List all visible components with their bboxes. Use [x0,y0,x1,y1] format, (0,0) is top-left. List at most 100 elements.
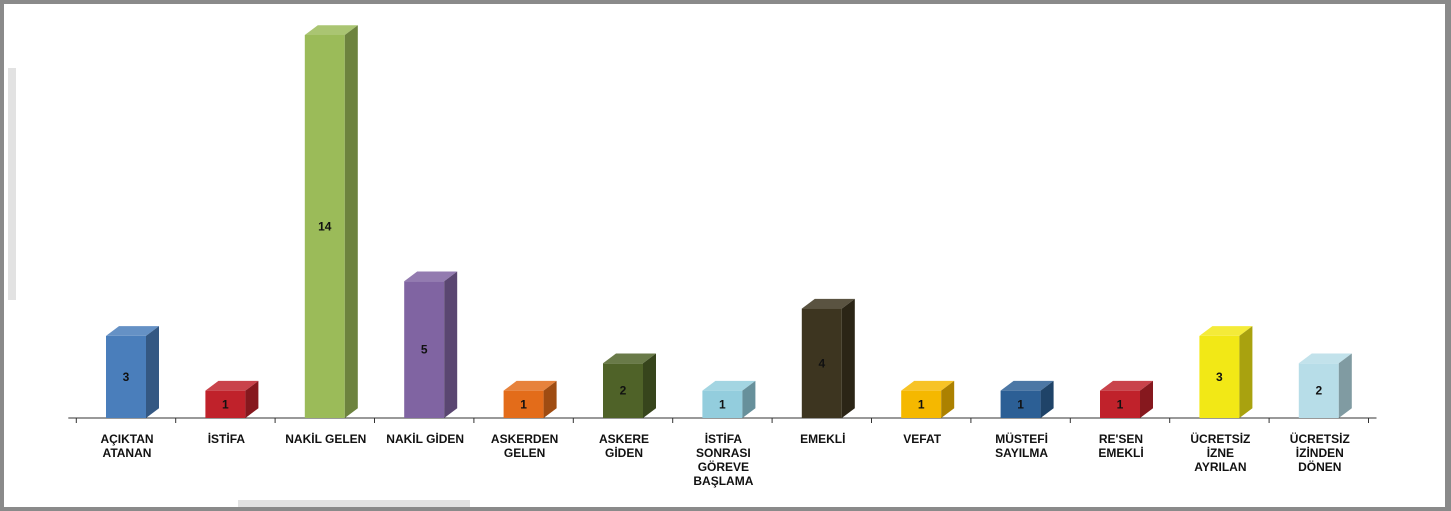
bar-top [404,271,458,282]
bar-front [901,390,942,418]
category-label: ASKERE GİDEN [599,432,649,460]
bar-front [106,335,146,418]
bar-front [304,35,345,418]
category-label-line: İSTİFA [705,431,743,446]
category-label: NAKİL GİDEN [386,431,464,446]
bar-value-label: 1 [520,397,527,411]
bar-side [146,326,159,418]
bar-value-label: 5 [421,343,428,357]
bar-front [1298,363,1339,418]
category-label-line: İZİNDEN [1296,445,1344,460]
category-label: ÜCRETSİZ İZNE AYRILAN [1190,431,1250,474]
bar [1100,380,1153,418]
bar-front [1199,335,1240,418]
bar-front [603,363,643,418]
bar-value-label: 1 [918,397,925,411]
bar-side [543,380,557,418]
category-label-line: MÜSTEFİ [995,431,1048,446]
category-label-line: NAKİL GELEN [285,431,366,446]
bar-top [503,380,557,391]
bar [503,380,557,418]
bar [205,380,259,418]
category-label: ASKERDEN GELEN [491,432,558,460]
bar-top [702,380,756,391]
bar-side [1338,353,1352,418]
category-label-line: İZNE [1207,445,1234,460]
bar-side [444,271,458,418]
bar-side [941,380,955,418]
bar-front [702,390,743,418]
bar [106,326,159,418]
bar-value-label: 4 [818,356,825,370]
bar-top [901,380,955,391]
category-label-line: GİDEN [605,445,643,460]
category-label-line: AYRILAN [1194,460,1246,474]
bar-front [1100,390,1140,418]
bar [603,353,656,418]
category-label-line: ASKERE [599,432,649,446]
bar-value-label: 14 [318,220,332,234]
bar [304,25,358,418]
category-label: EMEKLİ [800,431,845,446]
category-label: İSTİFA [208,431,246,446]
bottom-gray-strip [238,500,470,507]
bar-side [1239,326,1253,418]
bar-top [1000,380,1054,391]
bar-side [643,353,656,418]
bar-value-label: 1 [1117,397,1124,411]
category-label-line: EMEKLİ [1098,445,1143,460]
bar-side [841,298,855,418]
bar-side [1040,380,1054,418]
category-label-line: NAKİL GİDEN [386,431,464,446]
category-label-line: İSTİFA [208,431,246,446]
category-label: VEFAT [903,432,941,446]
bar-front [801,308,842,418]
bar-value-label: 1 [1017,397,1024,411]
bar-value-label: 1 [719,397,726,411]
bar-value-label: 3 [1216,370,1223,384]
category-label-line: ASKERDEN [491,432,558,446]
category-label-line: ATANAN [103,446,152,460]
bar-top [1100,380,1153,391]
category-label-line: ÜCRETSİZ [1190,431,1250,446]
bar-top [106,326,159,336]
bar [1199,326,1253,418]
bar-top [1199,326,1253,336]
bar-side [245,380,259,418]
bar [404,271,458,418]
bar [901,380,955,418]
bar-value-label: 1 [222,397,229,411]
category-label: NAKİL GELEN [285,431,366,446]
left-gray-strip [8,68,16,300]
category-label-line: DÖNEN [1298,459,1341,474]
category-label-line: VEFAT [903,432,941,446]
category-label-line: GÖREVE [698,459,749,474]
bar-front [404,281,445,418]
bar-side [344,25,358,418]
bar-top [603,353,656,364]
bar-top [205,380,259,391]
category-label: MÜSTEFİ SAYILMA [995,431,1048,460]
category-label-line: GELEN [504,446,545,460]
category-label: ÜCRETSİZ İZİNDEN DÖNEN [1290,431,1350,474]
bar-side [1140,380,1153,418]
category-label-line: ÜCRETSİZ [1290,431,1350,446]
bar-top [1298,353,1352,364]
bar [1298,353,1352,418]
bar [1000,380,1054,418]
bar-side [742,380,756,418]
bar-value-label: 3 [123,370,130,384]
bar-value-label: 2 [1315,384,1322,398]
category-label: İSTİFA SONRASI GÖREVE BAŞLAMA [693,431,753,488]
bar-top [801,298,855,309]
bar-front [1000,390,1041,418]
category-label-line: BAŞLAMA [693,474,753,488]
category-label-line: SONRASI [696,446,751,460]
category-label: AÇIKTAN ATANAN [100,432,153,460]
category-label-line: AÇIKTAN [100,432,153,446]
category-label-line: EMEKLİ [800,431,845,446]
bar-front [205,390,246,418]
bar [801,298,855,418]
